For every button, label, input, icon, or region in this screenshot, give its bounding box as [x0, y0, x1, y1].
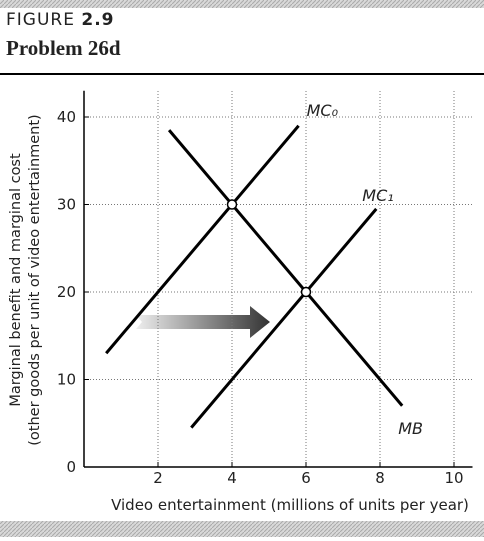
x-tick-label: 10 [444, 469, 463, 487]
figure-number: 2.9 [81, 10, 114, 30]
shift-arrow [136, 306, 270, 338]
y-tick-label: 20 [57, 283, 76, 301]
plot: 2 4 6 8 10 0 10 20 30 40 Video entertainment (mill… [8, 90, 473, 514]
figure-label: FIGURE 2.9 [6, 10, 115, 30]
x-tick-label: 6 [301, 469, 311, 487]
x-tick-label: 4 [227, 469, 237, 487]
y-tick-label: 40 [57, 108, 76, 126]
x-tick-label: 2 [153, 469, 163, 487]
y-axis-label: (other goods per unit of video entertain… [27, 114, 43, 445]
equilibrium-point [226, 199, 238, 210]
bottom-band [0, 521, 484, 537]
curve-label: MC₀ [307, 101, 339, 120]
y-tick-label: 30 [57, 196, 76, 214]
x-tick-label: 8 [375, 469, 385, 487]
curve [105, 124, 300, 355]
y-axis-label: Marginal benefit and marginal cost [8, 153, 24, 407]
figure-word: FIGURE [6, 10, 75, 30]
y-tick-label: 10 [57, 371, 76, 389]
top-band [0, 0, 484, 8]
x-axis-label: Video entertainment (millions of units p… [111, 496, 469, 514]
y-tick-label: 0 [66, 458, 76, 476]
title: Problem 26d [6, 36, 121, 60]
curve [190, 207, 378, 429]
equilibrium-point [300, 286, 312, 298]
curve-label: MC₁ [362, 186, 393, 205]
curve-label: MB [398, 419, 423, 438]
curve [167, 129, 404, 407]
